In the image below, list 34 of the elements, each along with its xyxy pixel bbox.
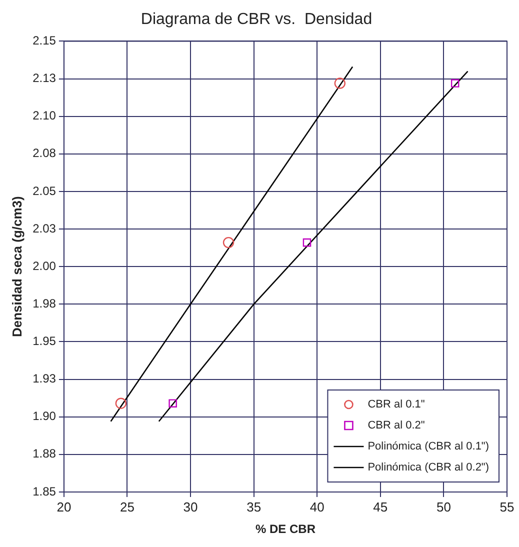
- y-tick-label: 2.13: [32, 71, 56, 86]
- y-axis-title: Densidad seca (g/cm3): [9, 196, 24, 338]
- x-axis-title: % DE CBR: [255, 522, 316, 536]
- y-tick-label: 1.90: [32, 409, 56, 424]
- chart-title: Diagrama de CBR vs. Densidad: [140, 11, 372, 28]
- x-tick-label: 45: [373, 499, 388, 514]
- y-tick-label: 2.03: [32, 221, 56, 236]
- y-tick-label: 2.05: [32, 184, 56, 198]
- legend-label: CBR al 0.1": [368, 398, 425, 411]
- x-tick-label: 25: [120, 499, 134, 514]
- y-tick-label: 1.98: [32, 296, 56, 310]
- x-tick-label: 50: [436, 499, 451, 514]
- point: [302, 238, 312, 247]
- y-tick-label: 1.85: [32, 484, 56, 498]
- y-tick-label: 2.15: [32, 34, 56, 48]
- legend-label: Polinómica (CBR al 0.2"): [368, 462, 489, 474]
- point: [334, 78, 346, 89]
- point: [222, 236, 234, 248]
- point: [450, 79, 460, 88]
- point: [168, 399, 177, 408]
- x-tick-label: 55: [500, 499, 514, 514]
- x-tick-label: 35: [246, 499, 262, 514]
- y-tick-label: 2.08: [32, 146, 56, 160]
- point: [115, 398, 127, 409]
- y-tick-label: 1.95: [32, 334, 56, 348]
- y-tick-label: 1.88: [32, 446, 56, 461]
- y-tick-label: 2.00: [32, 258, 56, 273]
- x-tick-label: 30: [183, 499, 198, 514]
- legend-label: Polinómica (CBR al 0.1"): [368, 440, 489, 453]
- y-tick-label: 2.10: [32, 108, 56, 123]
- legend-label: CBR al 0.2": [368, 420, 425, 432]
- x-tick-label: 20: [56, 499, 72, 514]
- x-tick-label: 40: [310, 499, 324, 514]
- y-tick-label: 1.93: [32, 372, 56, 386]
